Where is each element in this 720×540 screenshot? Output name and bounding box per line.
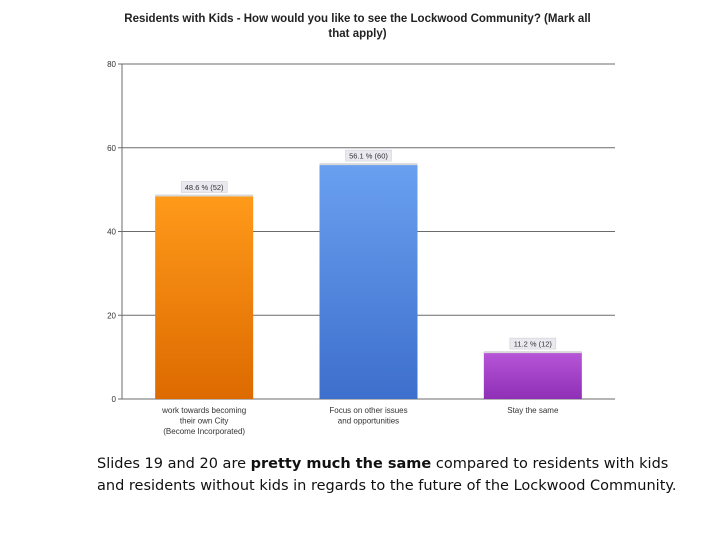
y-tick-label: 80 <box>107 60 116 69</box>
caption-text-2: compared to residents with kids and resi… <box>97 456 677 494</box>
x-tick-label: Focus on other issues and opportunities <box>329 406 407 426</box>
chart-title: Residents with Kids - How would you like… <box>124 13 591 40</box>
x-tick-label-line: Focus on other issues <box>329 406 407 415</box>
bar-chart: 0 20 40 60 80 48.6 % (52) work towards becomin… <box>107 60 615 436</box>
data-label-box <box>345 149 392 162</box>
x-tick-label-line: and opportunities <box>338 417 399 426</box>
slide-caption: Slides 19 and 20 are pretty much the sam… <box>97 453 697 497</box>
caption-text-1: Slides 19 and 20 are <box>97 456 251 472</box>
data-label-box <box>180 181 228 193</box>
bar <box>155 195 254 399</box>
x-tick-label-line: (Become Incorporated) <box>163 427 245 436</box>
x-tick-label-line: work towards becoming <box>161 406 246 415</box>
x-tick-label: work towards becoming their own City (Beco… <box>161 406 246 436</box>
y-tick-label: 40 <box>107 228 116 237</box>
bar <box>319 164 418 399</box>
y-tick-label: 0 <box>112 395 117 404</box>
caption-emphasis: pretty much the same <box>250 456 432 472</box>
data-label: 56.1 % (60) <box>349 152 388 161</box>
bar <box>483 352 582 399</box>
x-tick-label-line: their own City <box>180 417 228 426</box>
y-tick-label: 20 <box>107 311 116 320</box>
x-tick-label: Stay the same <box>507 406 559 415</box>
x-tick-label-line: Stay the same <box>507 406 559 415</box>
data-label: 48.6 % (52) <box>185 183 224 192</box>
data-label-box <box>509 337 557 350</box>
y-tick-label: 60 <box>107 144 116 153</box>
data-label: 11.2 % (12) <box>514 340 553 349</box>
